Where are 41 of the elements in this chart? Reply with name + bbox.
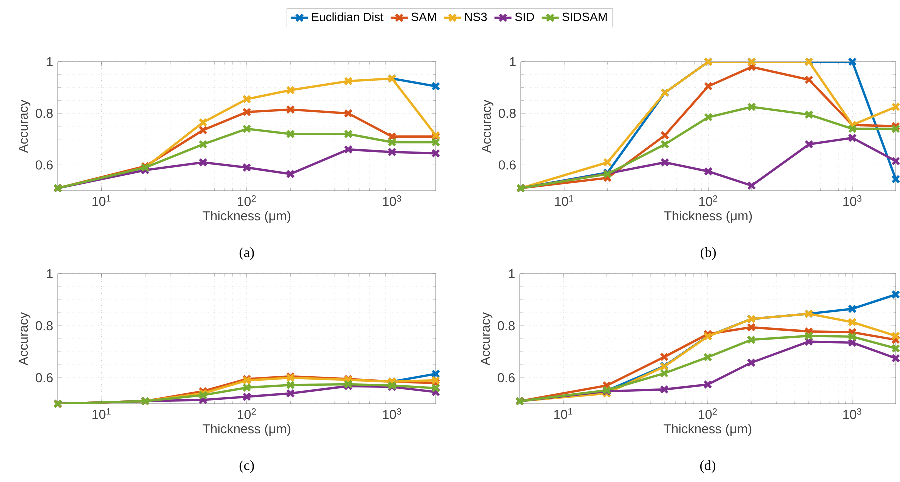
- y-tick-label: 0.6: [498, 160, 516, 170]
- y-tick-label: 0.8: [36, 321, 53, 331]
- x-tick-label: 10$^{1}$: [92, 196, 111, 206]
- text: (a): [240, 247, 254, 260]
- y-axis-title: Accuracy: [19, 312, 31, 366]
- text: (b): [700, 247, 716, 260]
- y-tick-label: 1: [47, 58, 53, 66]
- y-axis-title: Accuracy: [481, 312, 493, 366]
- y-tick-label: 0.8: [498, 321, 515, 331]
- y-axis-title: Accuracy: [19, 100, 31, 154]
- legend-label: NS3: [465, 12, 488, 22]
- y-tick-label: 0.6: [498, 373, 515, 383]
- legend-label: SAM: [412, 12, 436, 22]
- x-axis-title: Thickness (μm): [202, 424, 291, 436]
- legend-label: SID: [515, 12, 534, 22]
- text: (c): [240, 460, 254, 474]
- y-tick-label: 1: [47, 270, 53, 278]
- x-tick-label: 10$^{2}$: [699, 408, 718, 420]
- y-tick-label: 1: [510, 58, 516, 66]
- x-tick-label: 10$^{3}$: [844, 196, 862, 206]
- y-axis-title: Accuracy: [482, 100, 494, 154]
- x-tick-label: 10$^{1}$: [555, 196, 574, 206]
- x-tick-label: 10$^{1}$: [92, 408, 111, 420]
- x-axis-title: Thickness (μm): [202, 211, 291, 224]
- text: (d): [700, 460, 716, 474]
- legend-label: SIDSAM: [562, 12, 607, 22]
- x-axis-title: Thickness (μm): [664, 424, 752, 436]
- y-tick-label: 0.6: [36, 160, 53, 170]
- x-axis-title: Thickness (μm): [664, 211, 752, 224]
- x-tick-label: 10$^{2}$: [238, 408, 256, 420]
- x-tick-label: 10$^{3}$: [383, 408, 402, 420]
- y-tick-label: 0.6: [36, 373, 53, 383]
- y-tick-label: 0.8: [36, 109, 53, 118]
- y-tick-label: 0.8: [498, 109, 516, 118]
- x-tick-label: 10$^{3}$: [844, 408, 862, 420]
- y-tick-label: 1: [509, 270, 515, 278]
- x-tick-label: 10$^{1}$: [554, 408, 573, 420]
- x-tick-label: 10$^{2}$: [238, 196, 256, 206]
- x-tick-label: 10$^{2}$: [700, 196, 718, 206]
- legend-label: Euclidian Dist: [312, 12, 384, 22]
- x-tick-label: 10$^{3}$: [383, 196, 402, 206]
